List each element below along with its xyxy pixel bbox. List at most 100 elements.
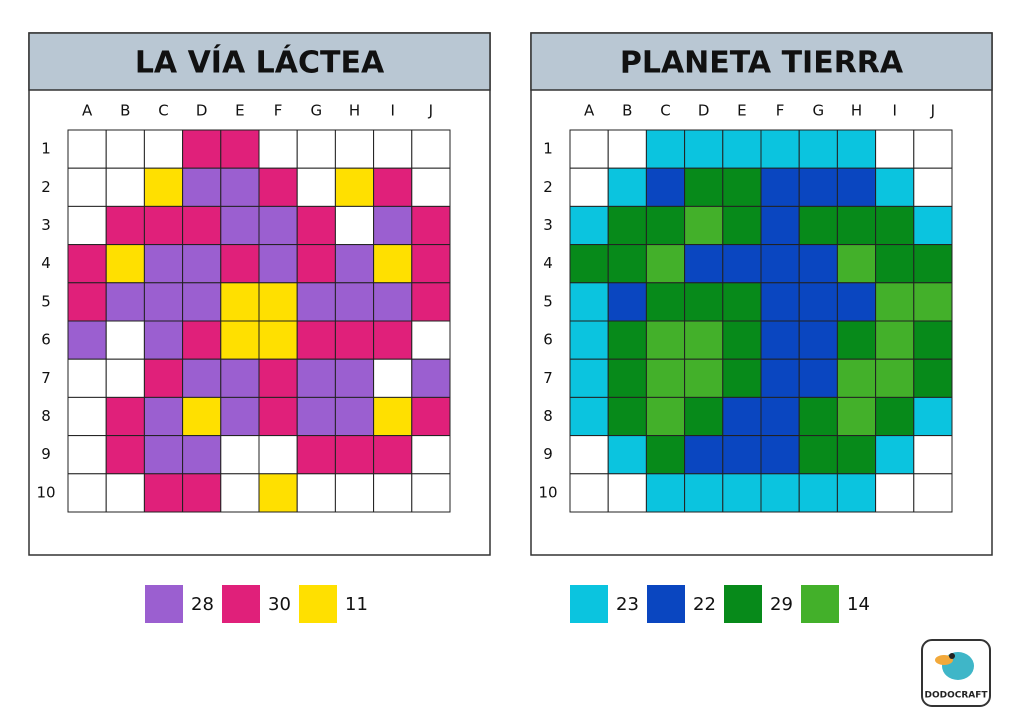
- grid-cell: [569, 282, 609, 322]
- column-label: C: [158, 102, 168, 120]
- grid-cell: [645, 282, 686, 322]
- column-label: E: [737, 102, 746, 120]
- row-label: 7: [41, 369, 51, 387]
- grid-cell: [411, 129, 451, 169]
- column-label: G: [310, 102, 322, 120]
- grid-cell: [684, 167, 724, 207]
- column-label: I: [390, 102, 394, 120]
- row-label: 4: [543, 254, 553, 272]
- column-label: I: [892, 102, 896, 120]
- grid-cell: [373, 205, 413, 246]
- grid-cell: [569, 435, 609, 475]
- grid-cell: [220, 358, 260, 398]
- row-label: 1: [41, 140, 51, 158]
- grid-cell: [67, 205, 107, 246]
- grid-cell: [722, 320, 762, 360]
- grid-cell: [836, 244, 877, 284]
- column-label: B: [120, 102, 130, 120]
- grid-cell: [258, 129, 298, 169]
- column-label: C: [660, 102, 670, 120]
- grid-cell: [143, 473, 184, 513]
- grid-cell: [875, 244, 915, 284]
- grid-cell: [411, 320, 451, 360]
- row-label: 10: [538, 483, 557, 501]
- grid-cell: [334, 205, 375, 246]
- grid-cell: [220, 282, 260, 322]
- grid-cell: [373, 282, 413, 322]
- grid-cell: [722, 435, 762, 475]
- grid-cell: [296, 396, 336, 437]
- grid-cell: [798, 358, 838, 398]
- grid-cell: [913, 205, 953, 246]
- row-label: 5: [41, 292, 51, 310]
- grid-cell: [67, 129, 107, 169]
- grid-cell: [645, 320, 686, 360]
- grid-cell: [875, 473, 915, 513]
- column-label: J: [930, 102, 935, 120]
- grid-cell: [760, 358, 800, 398]
- panel-header: [28, 32, 491, 91]
- grid-cell: [798, 167, 838, 207]
- legend-count: 29: [770, 594, 793, 615]
- grid-cell: [220, 244, 260, 284]
- grid-cell: [411, 282, 451, 322]
- row-label: 5: [543, 292, 553, 310]
- row-label: 8: [41, 407, 51, 425]
- grid-cell: [722, 358, 762, 398]
- legend-count: 23: [616, 594, 639, 615]
- grid-cell: [760, 129, 800, 169]
- grid-cell: [798, 129, 838, 169]
- grid-cell: [296, 320, 336, 360]
- column-label: H: [349, 102, 360, 120]
- grid-cell: [105, 320, 145, 360]
- grid-cell: [836, 205, 877, 246]
- panel-header: [530, 32, 993, 91]
- grid-cell: [645, 244, 686, 284]
- grid-cell: [373, 167, 413, 207]
- grid-cell: [684, 396, 724, 437]
- grid-cell: [67, 435, 107, 475]
- grid-cell: [220, 320, 260, 360]
- row-label: 3: [543, 216, 553, 234]
- grid-cell: [913, 396, 953, 437]
- grid-cell: [836, 358, 877, 398]
- grid-cell: [760, 320, 800, 360]
- row-label: 4: [41, 254, 51, 272]
- grid-cell: [182, 396, 222, 437]
- grid-cell: [722, 129, 762, 169]
- grid-cell: [105, 205, 145, 246]
- grid-cell: [836, 320, 877, 360]
- grid-cell: [836, 473, 877, 513]
- grid-cell: [67, 320, 107, 360]
- grid-cell: [913, 320, 953, 360]
- row-label: 9: [543, 445, 553, 463]
- row-label: 3: [41, 216, 51, 234]
- grid-cell: [760, 473, 800, 513]
- grid-cell: [875, 129, 915, 169]
- grid-cell: [258, 282, 298, 322]
- legend-swatch: [647, 585, 685, 623]
- column-label: D: [196, 102, 208, 120]
- row-label: 6: [543, 331, 553, 349]
- grid-cell: [607, 358, 647, 398]
- grid-cell: [798, 396, 838, 437]
- column-label: F: [776, 102, 785, 120]
- grid-cell: [684, 129, 724, 169]
- grid-cell: [373, 396, 413, 437]
- grid-cell: [67, 473, 107, 513]
- grid-cell: [645, 205, 686, 246]
- grid-cell: [569, 129, 609, 169]
- legend-swatch: [570, 585, 608, 623]
- grid-cell: [258, 358, 298, 398]
- grid-cell: [143, 282, 184, 322]
- grid-cell: [143, 205, 184, 246]
- grid-cell: [684, 282, 724, 322]
- grid-cell: [373, 320, 413, 360]
- grid-cell: [296, 473, 336, 513]
- grid-cell: [67, 358, 107, 398]
- logo-eye: [949, 653, 955, 659]
- grid-cell: [411, 167, 451, 207]
- grid-cell: [569, 473, 609, 513]
- grid-cell: [182, 358, 222, 398]
- grid-cell: [67, 282, 107, 322]
